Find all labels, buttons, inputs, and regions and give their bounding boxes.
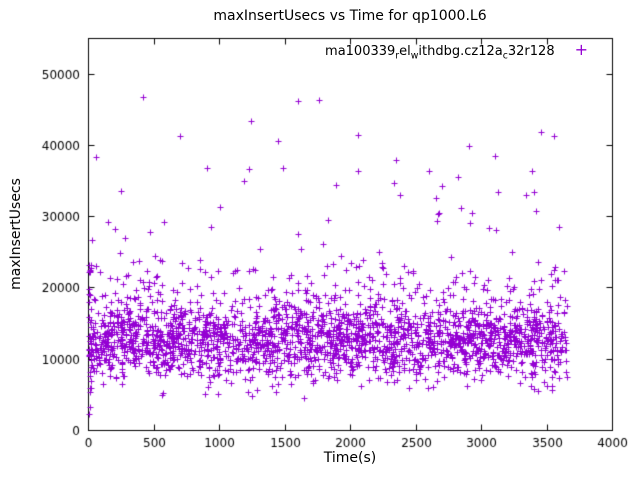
chart-title: maxInsertUsecs vs Time for qp1000.L6 <box>213 8 487 24</box>
y-axis-label: maxInsertUsecs <box>8 178 24 290</box>
legend: ma100339relwithdbg.cz12ac32r128 + <box>325 42 588 62</box>
legend-label: ma100339relwithdbg.cz12ac32r128 <box>325 44 555 62</box>
legend-plus-marker-icon: + <box>574 40 588 59</box>
x-axis-label: Time(s) <box>323 450 377 466</box>
